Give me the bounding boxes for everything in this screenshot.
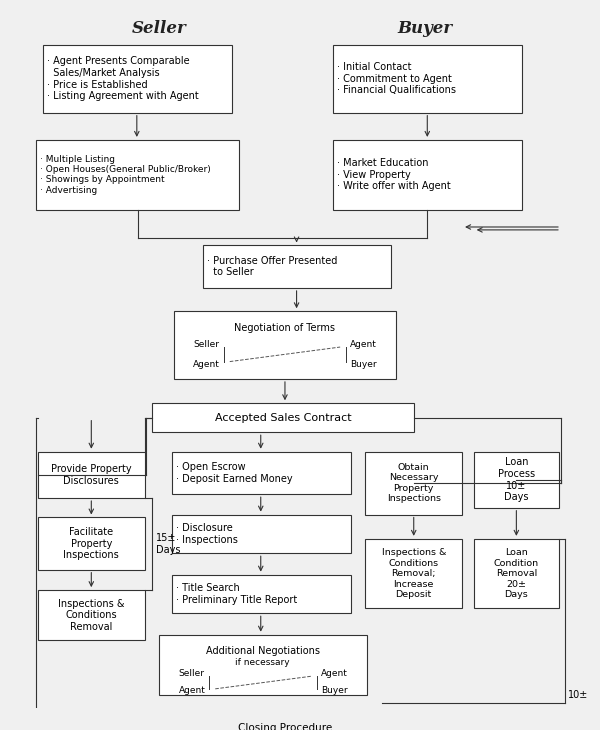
Text: Inspections &
Conditions
Removal: Inspections & Conditions Removal	[58, 599, 125, 632]
Text: Agent: Agent	[350, 339, 377, 349]
Text: Inspections &
Conditions
Removal;
Increase
Deposit: Inspections & Conditions Removal; Increa…	[382, 548, 446, 599]
Text: Agent: Agent	[193, 360, 220, 369]
FancyBboxPatch shape	[38, 452, 145, 498]
Text: Loan
Condition
Removal
20±
Days: Loan Condition Removal 20± Days	[494, 548, 539, 599]
Text: · Purchase Offer Presented
  to Seller: · Purchase Offer Presented to Seller	[206, 256, 337, 277]
Text: Closing Procedure: Closing Procedure	[238, 723, 332, 730]
FancyBboxPatch shape	[172, 575, 351, 613]
FancyBboxPatch shape	[365, 452, 462, 515]
Text: 10±: 10±	[568, 690, 588, 699]
Text: Seller: Seller	[132, 20, 187, 37]
Text: · Agent Presents Comparable
  Sales/Market Analysis
· Price is Established
· Lis: · Agent Presents Comparable Sales/Market…	[47, 56, 199, 101]
Text: Agent: Agent	[321, 669, 348, 678]
FancyBboxPatch shape	[36, 140, 239, 210]
FancyBboxPatch shape	[38, 518, 145, 569]
Text: if necessary: if necessary	[235, 658, 290, 667]
Text: Accepted Sales Contract: Accepted Sales Contract	[215, 412, 352, 423]
FancyBboxPatch shape	[152, 403, 414, 432]
FancyBboxPatch shape	[334, 45, 522, 112]
Text: · Open Escrow
· Deposit Earned Money: · Open Escrow · Deposit Earned Money	[176, 462, 292, 484]
Text: Negotiation of Terms: Negotiation of Terms	[235, 323, 335, 333]
FancyBboxPatch shape	[172, 515, 351, 553]
Text: Seller: Seller	[193, 339, 219, 349]
Text: · Market Education
· View Property
· Write offer with Agent: · Market Education · View Property · Wri…	[337, 158, 451, 191]
FancyBboxPatch shape	[172, 452, 351, 494]
FancyBboxPatch shape	[203, 245, 391, 288]
Text: Additional Negotiations: Additional Negotiations	[206, 646, 320, 656]
FancyBboxPatch shape	[188, 714, 382, 730]
FancyBboxPatch shape	[474, 452, 559, 508]
Text: Buyer: Buyer	[350, 360, 377, 369]
Text: Facilitate
Property
Inspections: Facilitate Property Inspections	[64, 527, 119, 560]
Text: Agent: Agent	[178, 686, 205, 695]
FancyBboxPatch shape	[43, 45, 232, 112]
Text: Buyer: Buyer	[398, 20, 453, 37]
Text: · Initial Contact
· Commitment to Agent
· Financial Qualifications: · Initial Contact · Commitment to Agent …	[337, 62, 456, 96]
Text: Obtain
Necessary
Property
Inspections: Obtain Necessary Property Inspections	[387, 463, 441, 503]
Text: · Disclosure
· Inspections: · Disclosure · Inspections	[176, 523, 238, 545]
Text: Provide Property
Disclosures: Provide Property Disclosures	[51, 464, 131, 485]
FancyBboxPatch shape	[365, 539, 462, 609]
FancyBboxPatch shape	[334, 140, 522, 210]
Text: Seller: Seller	[178, 669, 205, 678]
Text: Buyer: Buyer	[321, 686, 348, 695]
Text: 15±
Days: 15± Days	[156, 534, 181, 555]
FancyBboxPatch shape	[474, 539, 559, 609]
FancyBboxPatch shape	[159, 634, 367, 695]
FancyBboxPatch shape	[38, 590, 145, 640]
Text: · Title Search
· Preliminary Title Report: · Title Search · Preliminary Title Repor…	[176, 583, 297, 604]
Text: Loan
Process
10±
Days: Loan Process 10± Days	[498, 457, 535, 502]
FancyBboxPatch shape	[173, 311, 397, 379]
Text: · Multiple Listing
· Open Houses(General Public/Broker)
· Showings by Appointmen: · Multiple Listing · Open Houses(General…	[40, 155, 211, 195]
